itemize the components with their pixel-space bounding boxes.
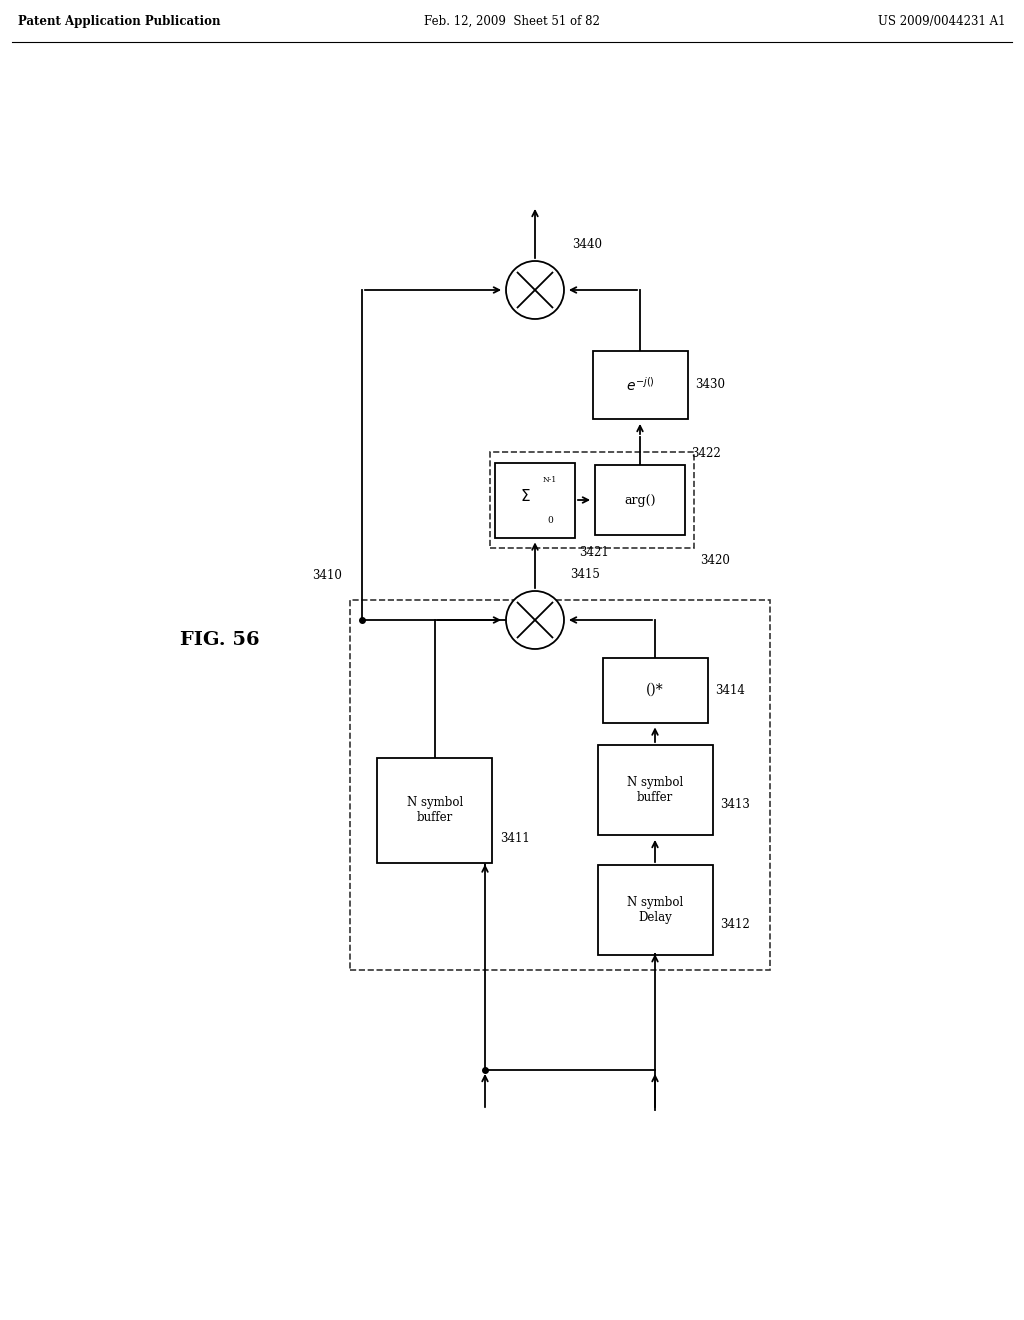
Bar bbox=[378, 758, 493, 862]
Bar bbox=[595, 465, 685, 535]
Bar bbox=[602, 657, 708, 722]
Text: 3421: 3421 bbox=[579, 545, 608, 558]
Text: 3430: 3430 bbox=[695, 379, 725, 392]
Text: Feb. 12, 2009  Sheet 51 of 82: Feb. 12, 2009 Sheet 51 of 82 bbox=[424, 15, 600, 28]
Text: N-1: N-1 bbox=[543, 477, 557, 484]
Text: 3420: 3420 bbox=[700, 554, 730, 568]
Text: N symbol
Delay: N symbol Delay bbox=[627, 896, 683, 924]
Text: 3415: 3415 bbox=[570, 568, 600, 581]
Text: $\Sigma$: $\Sigma$ bbox=[520, 488, 530, 504]
Bar bbox=[495, 462, 575, 537]
Text: 3412: 3412 bbox=[721, 919, 751, 932]
Circle shape bbox=[506, 591, 564, 649]
Text: ()*: ()* bbox=[646, 682, 664, 697]
Text: 0: 0 bbox=[547, 516, 553, 524]
Text: Patent Application Publication: Patent Application Publication bbox=[18, 15, 220, 28]
Bar bbox=[593, 351, 687, 418]
Text: 3413: 3413 bbox=[721, 799, 751, 812]
Bar bbox=[350, 601, 770, 970]
Text: N symbol
buffer: N symbol buffer bbox=[627, 776, 683, 804]
Text: arg(): arg() bbox=[625, 494, 655, 507]
Bar bbox=[490, 451, 694, 548]
Text: 3410: 3410 bbox=[312, 569, 342, 582]
Text: N symbol
buffer: N symbol buffer bbox=[407, 796, 463, 824]
Text: 3414: 3414 bbox=[716, 684, 745, 697]
Text: 3422: 3422 bbox=[691, 447, 721, 459]
Circle shape bbox=[506, 261, 564, 319]
Text: US 2009/0044231 A1: US 2009/0044231 A1 bbox=[878, 15, 1005, 28]
Bar bbox=[597, 865, 713, 954]
Text: $e^{-j()}$: $e^{-j()}$ bbox=[626, 376, 654, 393]
Text: FIG. 56: FIG. 56 bbox=[180, 631, 260, 649]
Text: 3411: 3411 bbox=[501, 832, 530, 845]
Bar bbox=[597, 744, 713, 836]
Text: 3440: 3440 bbox=[572, 238, 602, 251]
